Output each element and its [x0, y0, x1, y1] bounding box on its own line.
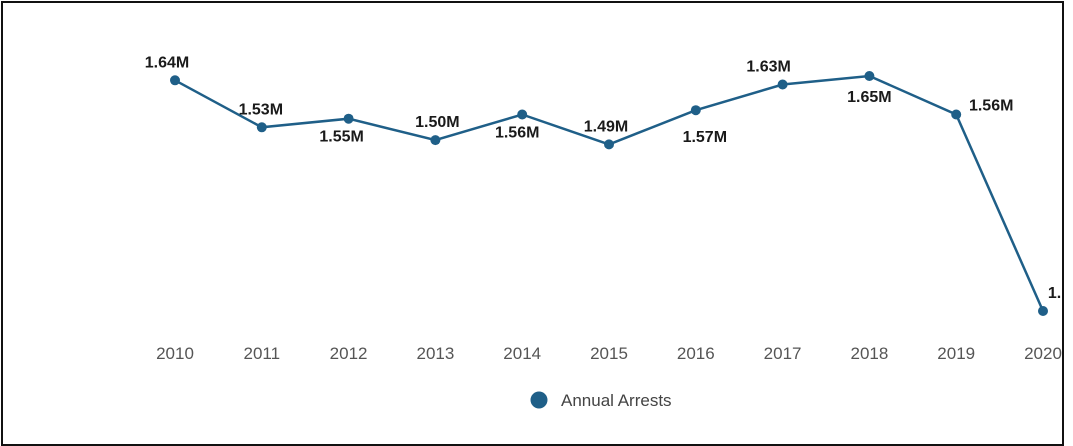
- data-point-2012[interactable]: [343, 113, 354, 124]
- data-label-2019: 1.56M: [969, 98, 1013, 115]
- data-label-2020: 1.1: [1048, 285, 1064, 302]
- x-tick-label: 2019: [937, 344, 975, 363]
- x-tick-label: 2011: [244, 344, 281, 363]
- data-point-2019[interactable]: [951, 109, 962, 120]
- data-point-2011[interactable]: [256, 122, 267, 133]
- data-label-2018: 1.65M: [847, 89, 891, 106]
- data-label-2014: 1.56M: [495, 125, 539, 142]
- x-tick-label: 2015: [590, 344, 628, 363]
- data-label-2010: 1.64M: [145, 54, 189, 71]
- data-label-2011: 1.53M: [239, 101, 283, 118]
- x-tick-label: 2017: [764, 344, 802, 363]
- data-label-2012: 1.55M: [319, 129, 363, 146]
- x-axis: 2010 2011 2012 2013 2014 2015 2016 2017 2018 2019…: [156, 344, 1062, 363]
- data-point-2016[interactable]: [690, 105, 701, 116]
- data-point-2020[interactable]: [1038, 306, 1048, 316]
- x-tick-label: 2010: [156, 344, 194, 363]
- data-point-2013[interactable]: [430, 135, 441, 146]
- data-label-2017: 1.63M: [746, 59, 790, 76]
- series-line: [174, 74, 1045, 312]
- data-label-2013: 1.50M: [415, 114, 459, 131]
- x-tick-label: 2012: [330, 344, 368, 363]
- data-label-2016: 1.57M: [683, 129, 727, 146]
- legend[interactable]: Annual Arrests: [530, 391, 672, 410]
- x-tick-label: 2016: [677, 344, 715, 363]
- legend-label: Annual Arrests: [561, 391, 672, 410]
- data-point-2017[interactable]: [777, 79, 788, 90]
- x-tick-label: 2013: [416, 344, 454, 363]
- data-point-2014[interactable]: [517, 109, 528, 120]
- data-label-2015: 1.49M: [584, 118, 628, 135]
- data-point-2015[interactable]: [604, 139, 614, 150]
- line-chart: 1.64M 1.53M 1.55M 1.50M 1.56M 1.49M 1.57M 1.63M…: [145, 54, 1064, 410]
- x-tick-label: 2020: [1024, 344, 1062, 363]
- series-group: 1.64M 1.53M 1.55M 1.50M 1.56M 1.49M 1.57M 1.63M…: [145, 54, 1064, 316]
- data-point-2010[interactable]: [170, 75, 180, 86]
- x-tick-label: 2014: [503, 344, 541, 363]
- x-tick-label: 2018: [850, 344, 888, 363]
- data-point-2018[interactable]: [864, 71, 875, 81]
- legend-marker-icon: [530, 391, 548, 409]
